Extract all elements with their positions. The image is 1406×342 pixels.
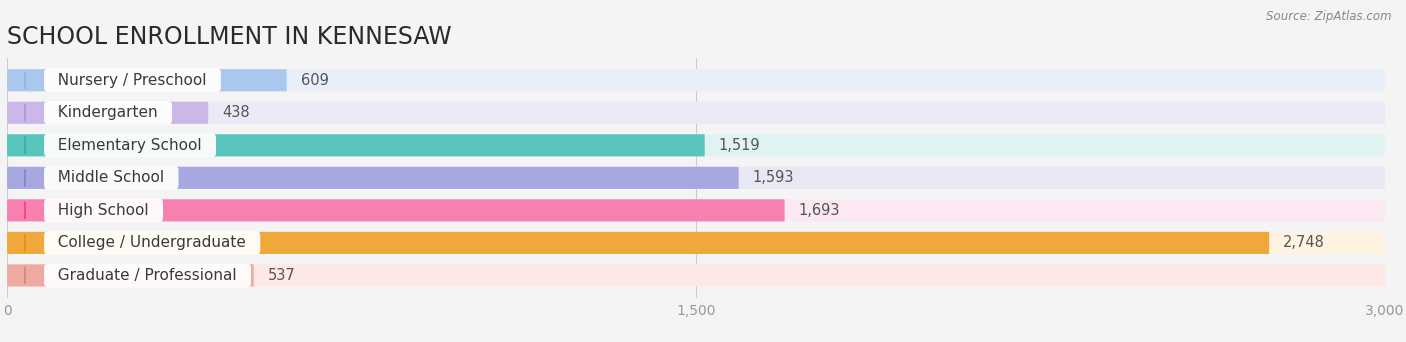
FancyBboxPatch shape bbox=[7, 264, 1385, 287]
FancyBboxPatch shape bbox=[7, 69, 287, 91]
FancyBboxPatch shape bbox=[7, 199, 1385, 221]
Text: High School: High School bbox=[48, 203, 159, 218]
Text: 438: 438 bbox=[222, 105, 250, 120]
Text: 609: 609 bbox=[301, 73, 329, 88]
Text: SCHOOL ENROLLMENT IN KENNESAW: SCHOOL ENROLLMENT IN KENNESAW bbox=[7, 25, 451, 49]
Text: Source: ZipAtlas.com: Source: ZipAtlas.com bbox=[1267, 10, 1392, 23]
Text: 2,748: 2,748 bbox=[1282, 235, 1324, 250]
FancyBboxPatch shape bbox=[7, 102, 1385, 124]
Text: Middle School: Middle School bbox=[48, 170, 174, 185]
Text: 1,519: 1,519 bbox=[718, 138, 761, 153]
Text: Elementary School: Elementary School bbox=[48, 138, 212, 153]
FancyBboxPatch shape bbox=[7, 102, 208, 124]
FancyBboxPatch shape bbox=[7, 199, 785, 221]
FancyBboxPatch shape bbox=[7, 134, 704, 156]
Text: Graduate / Professional: Graduate / Professional bbox=[48, 268, 246, 283]
FancyBboxPatch shape bbox=[7, 264, 253, 287]
FancyBboxPatch shape bbox=[7, 134, 1385, 156]
FancyBboxPatch shape bbox=[7, 69, 1385, 91]
FancyBboxPatch shape bbox=[7, 232, 1385, 254]
FancyBboxPatch shape bbox=[7, 232, 1270, 254]
FancyBboxPatch shape bbox=[7, 167, 1385, 189]
Text: Nursery / Preschool: Nursery / Preschool bbox=[48, 73, 217, 88]
Text: 1,593: 1,593 bbox=[752, 170, 794, 185]
Text: 537: 537 bbox=[267, 268, 295, 283]
Text: Kindergarten: Kindergarten bbox=[48, 105, 167, 120]
Text: College / Undergraduate: College / Undergraduate bbox=[48, 235, 256, 250]
Text: 1,693: 1,693 bbox=[799, 203, 839, 218]
FancyBboxPatch shape bbox=[7, 167, 738, 189]
